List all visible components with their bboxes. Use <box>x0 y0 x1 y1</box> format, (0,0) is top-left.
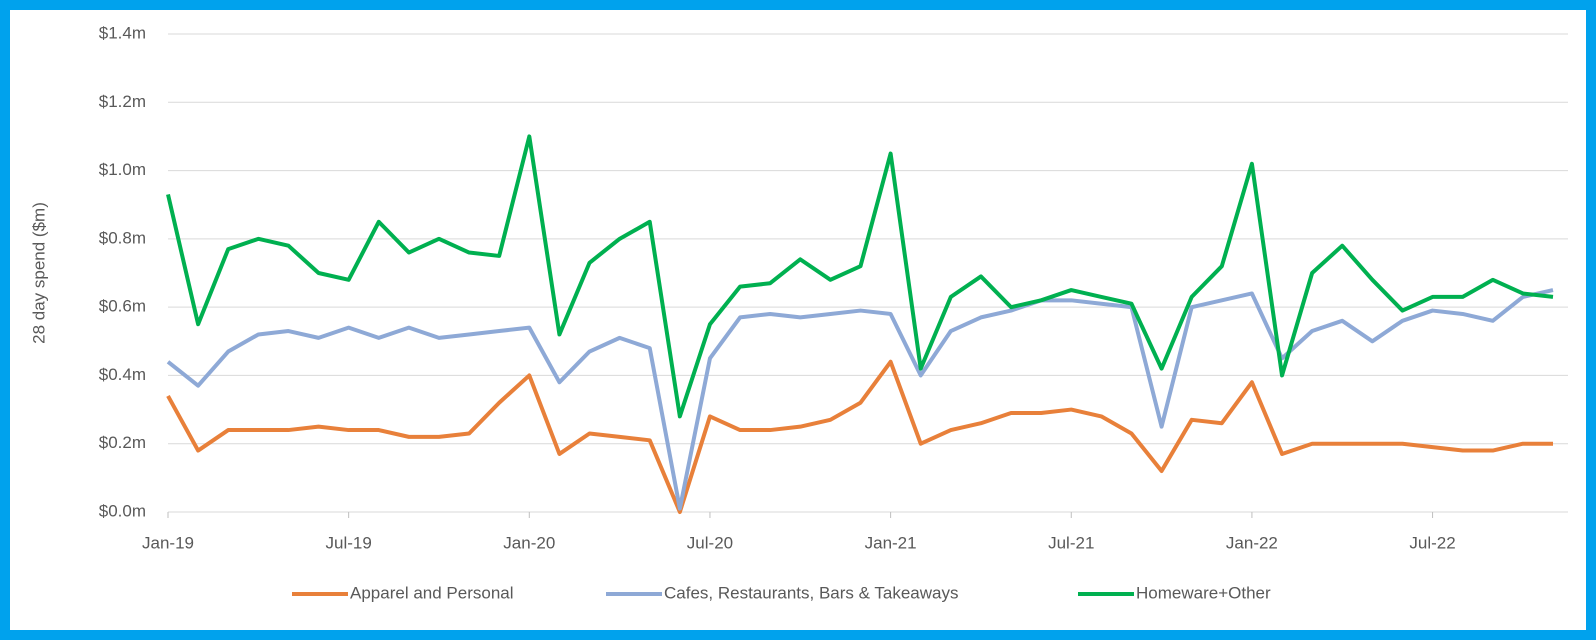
legend-label: Apparel and Personal <box>350 583 514 602</box>
y-tick-label: $0.8m <box>99 228 146 247</box>
x-tick-label: Jul-19 <box>325 533 371 552</box>
y-tick-label: $1.4m <box>99 23 146 42</box>
y-tick-label: $0.0m <box>99 501 146 520</box>
series-line <box>166 134 1554 419</box>
y-tick-label: $1.0m <box>99 160 146 179</box>
y-tick-label: $0.2m <box>99 433 146 452</box>
x-tick-label: Jan-21 <box>865 533 917 552</box>
y-tick-label: $0.6m <box>99 297 146 316</box>
x-tick-label: Jan-19 <box>142 533 194 552</box>
y-axis-label: 28 day spend ($m) <box>29 202 48 344</box>
legend-label: Homeware+Other <box>1136 583 1271 602</box>
x-tick-label: Jan-20 <box>503 533 555 552</box>
chart-area <box>10 10 1586 630</box>
series-line <box>166 359 1553 514</box>
y-tick-label: $1.2m <box>99 92 146 111</box>
x-tick-label: Jul-22 <box>1409 533 1455 552</box>
x-tick-label: Jul-20 <box>687 533 733 552</box>
legend-label: Cafes, Restaurants, Bars & Takeaways <box>664 583 959 602</box>
y-tick-label: $0.4m <box>99 365 146 384</box>
series-line <box>166 288 1554 511</box>
x-tick-label: Jan-22 <box>1226 533 1278 552</box>
x-tick-label: Jul-21 <box>1048 533 1094 552</box>
